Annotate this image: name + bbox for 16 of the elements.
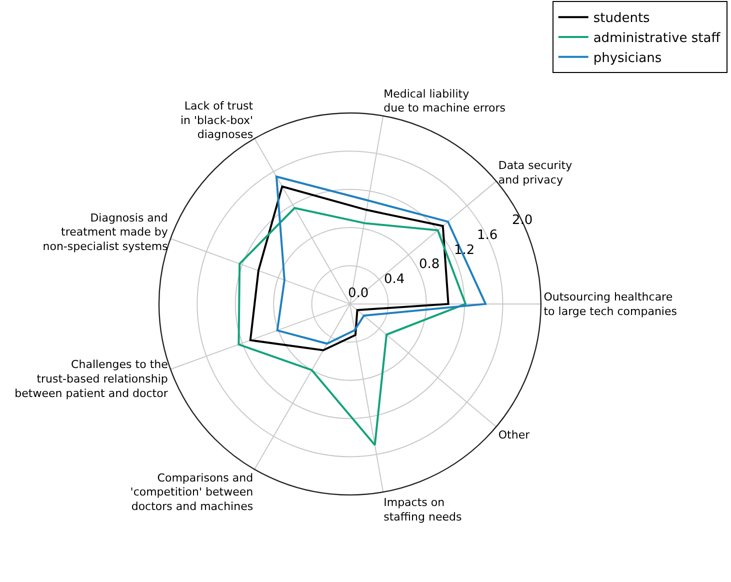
spoke-label: Lack of trust in 'black-box' diagnoses bbox=[180, 99, 254, 142]
spoke-label: Challenges to the trust-based relationship between patient and doctor bbox=[14, 358, 168, 400]
legend-label: administrative staff bbox=[593, 31, 722, 46]
spoke-label: Other bbox=[498, 428, 530, 442]
spoke-label: Data security and privacy bbox=[498, 159, 573, 186]
spoke-label: Impacts on staffing needs bbox=[384, 496, 462, 524]
spoke-label: Outsourcing healthcare to large tech companies bbox=[544, 290, 678, 318]
y-tick-label: 0.4 bbox=[384, 272, 405, 287]
spoke-label: Medical liability due to machine errors bbox=[384, 87, 506, 115]
legend-label: physicians bbox=[593, 50, 662, 66]
spoke-label: Comparisons and 'competition' between doctors and machines bbox=[130, 471, 254, 513]
spoke-label: Diagnosis and treatment made by non-specialist systems bbox=[42, 211, 168, 253]
y-tick-label: 0.0 bbox=[348, 286, 369, 301]
legend-label: students bbox=[593, 11, 650, 26]
y-tick-label: 1.6 bbox=[477, 228, 498, 243]
y-tick-label: 0.8 bbox=[419, 257, 440, 272]
